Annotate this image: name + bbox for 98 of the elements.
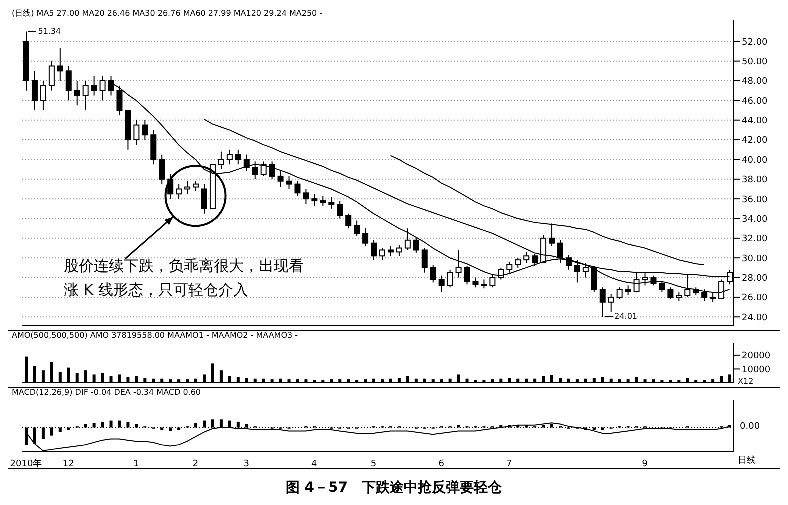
candlestick (320, 196, 326, 206)
candlestick (202, 184, 208, 214)
candlestick (142, 120, 148, 141)
x-tick-label: 4 (312, 459, 318, 470)
candlestick (616, 287, 623, 300)
candlestick (294, 180, 301, 197)
x-tick-label: 2010年 (10, 458, 42, 470)
candlestick (328, 196, 335, 210)
text: 图 4－57 下跌途中抢反弹要轻仓 (284, 479, 504, 497)
y-tick-label: 20000 (742, 352, 771, 362)
candlestick (252, 161, 258, 180)
candlestick (430, 264, 436, 284)
x-tick-label: 9 (642, 459, 648, 470)
text: (日线) MA5 27.00 MA20 26.46 MA30 26.76 MA60 27.99 MA120 29.24 MA250 - (12, 8, 323, 19)
text: MACD(12,26,9) DIF -0.04 DEA -0.34 MACD 0.60 (12, 388, 202, 397)
candlestick (490, 274, 496, 288)
text: 日线 (738, 454, 756, 467)
candlestick (74, 80, 80, 106)
candlestick (506, 262, 513, 274)
candlestick (218, 151, 224, 170)
candlestick (524, 252, 530, 264)
text: AMO(500,500,500) AMO 37819558.00 MAAMO1 - MAAMO2 - MAAMO3 - (12, 331, 298, 340)
candlestick (184, 180, 191, 195)
text: 0.00 (740, 422, 760, 432)
y-tick-label: 40.00 (742, 156, 768, 166)
candlestick (176, 184, 182, 200)
y-tick-label: 10000 (742, 365, 771, 376)
y-tick-label: 46.00 (742, 96, 768, 107)
candlestick (447, 269, 454, 288)
x-tick-label: 7 (506, 459, 512, 470)
x-tick-label: 3 (244, 459, 250, 470)
candlestick (260, 161, 267, 177)
candlestick (226, 149, 233, 166)
x-tick-label: 1 (134, 459, 140, 470)
candlestick (235, 149, 242, 166)
candlestick (91, 76, 98, 96)
y-tick-label: 52.00 (742, 38, 768, 48)
y-tick-label: 30.00 (742, 254, 768, 264)
candlestick (404, 228, 411, 251)
annotation: 51.34 (38, 26, 62, 36)
x-tick-label: 12 (62, 459, 74, 470)
y-tick-label: 38.00 (742, 176, 768, 186)
candlestick (464, 265, 470, 286)
x-tick-label: 2 (192, 459, 199, 470)
candlestick (278, 171, 284, 188)
candlestick (312, 194, 318, 206)
candlestick (40, 80, 46, 112)
candlestick (549, 223, 556, 247)
candlestick (600, 287, 606, 318)
candlestick (396, 244, 402, 257)
candlestick (388, 246, 394, 257)
candlestick (362, 228, 369, 247)
annotation: 股价连续下跌，负乖离很大，出现看涨 K 线形态，只可轻仓介入 (64, 256, 304, 301)
y-tick-label: 32.00 (742, 234, 768, 245)
candlestick (32, 70, 38, 112)
candlestick (100, 76, 106, 102)
x-tick-label: 6 (438, 459, 445, 470)
y-tick-label: 26.00 (742, 294, 768, 304)
y-tick-label: 48.00 (742, 77, 768, 88)
candlestick (532, 254, 538, 266)
text: X12 (738, 377, 754, 386)
candlestick (668, 287, 674, 300)
candlestick (371, 240, 378, 261)
annotation: 24.01 (614, 312, 638, 322)
candlestick (625, 285, 632, 296)
candlestick (337, 200, 344, 220)
candlestick (413, 238, 420, 254)
candlestick (608, 294, 614, 313)
candlestick (193, 180, 200, 192)
candlestick (134, 120, 140, 146)
candlestick (515, 258, 522, 268)
x-tick-label: 5 (370, 459, 377, 470)
candlestick (346, 213, 352, 230)
candlestick (354, 220, 360, 237)
candlestick (558, 240, 564, 264)
candlestick (422, 248, 428, 274)
candlestick (303, 188, 310, 204)
y-tick-label: 24.00 (742, 313, 768, 324)
candlestick (159, 154, 166, 185)
candlestick (244, 154, 250, 172)
candlestick (269, 161, 276, 180)
candlestick (456, 250, 462, 278)
candlestick (66, 66, 72, 102)
line-series (390, 155, 705, 266)
y-tick-label: 50.00 (742, 58, 768, 68)
y-tick-label: 42.00 (742, 136, 768, 146)
candlestick (472, 277, 479, 288)
candlestick (48, 60, 55, 92)
candlestick (57, 48, 64, 82)
candlestick (380, 248, 386, 261)
candlestick (438, 275, 445, 294)
y-tick-label: 28.00 (742, 274, 768, 284)
y-tick-label: 44.00 (742, 116, 768, 127)
y-tick-label: 34.00 (742, 214, 768, 225)
candlestick (286, 176, 292, 190)
candlestick (82, 80, 89, 112)
y-tick-label: 36.00 (742, 195, 768, 206)
candlestick (116, 85, 123, 116)
